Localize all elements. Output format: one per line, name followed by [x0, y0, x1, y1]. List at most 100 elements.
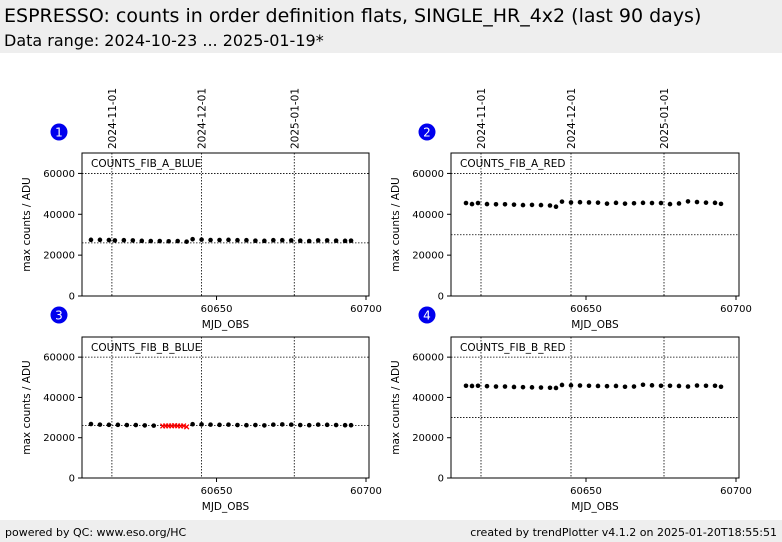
panel-3-ytick-label: 20000: [43, 433, 75, 444]
panel-4-ytick-label: 0: [438, 474, 444, 485]
panel-1-badge-circle: [50, 123, 68, 141]
panel-4-data-point: [493, 384, 499, 389]
panel-2-data-point: [469, 201, 475, 207]
panel-3-data-point: [333, 422, 339, 428]
panel-1-data-point: [333, 238, 339, 243]
panel-2-data-point: [640, 200, 646, 206]
panel-4-data-point: [658, 383, 664, 389]
panel-2-data-point: [484, 201, 490, 207]
panel-3-data-point: [253, 422, 258, 428]
panel-2-date-label-0: 2024-11-01: [476, 88, 488, 149]
panel-2-data-point: [475, 200, 481, 206]
panel-2-series-label: COUNTS_FIB_A_RED: [460, 158, 566, 170]
panel-4-data-point: [559, 382, 565, 388]
panel-3-data-point: [208, 422, 213, 427]
panel-3-data-point: [115, 422, 121, 428]
panel-2-data-point: [520, 202, 526, 208]
panel-1-date-label-1: 2024-12-01: [197, 88, 209, 149]
panel-2-data-point: [511, 202, 517, 207]
panel-3-ytick-label: 40000: [43, 393, 75, 404]
panel-2-date-label-2: 2025-01-01: [659, 88, 671, 149]
panel-1-data-point: [97, 237, 103, 243]
panel-4-xtick-label: 60650: [570, 486, 602, 497]
panel-1-data-point: [262, 238, 267, 244]
panel-1-ytick-label: 60000: [43, 169, 75, 180]
panel-1-series-label: COUNTS_FIB_A_BLUE: [91, 158, 201, 170]
panel-1-data-point: [175, 238, 180, 244]
panel-3-data-point: [217, 422, 222, 428]
page-title: ESPRESSO: counts in order definition fla…: [4, 5, 702, 27]
panel-1-date-label-0: 2024-11-01: [107, 88, 119, 149]
panel-3-data-point: [271, 422, 276, 427]
panel-2-data-point: [685, 199, 691, 204]
panel-3-data-point: [315, 422, 321, 427]
panel-2-data-point: [631, 200, 637, 206]
panel-4-data-point: [667, 383, 673, 389]
panel-2-data-point: [586, 200, 592, 205]
footer-bar: powered by QC: www.eso.org/HC created by…: [0, 520, 782, 542]
panel-2-data-point: [712, 200, 718, 206]
panel-4-data-point: [586, 383, 592, 389]
panel-3-data-point: [124, 422, 130, 428]
header-bar: ESPRESSO: counts in order definition fla…: [0, 0, 782, 53]
panel-1-data-point: [244, 237, 249, 243]
panel-1-data-point: [315, 238, 321, 243]
panel-4-data-point: [547, 385, 553, 391]
panel-3-series-label: COUNTS_FIB_B_BLUE: [91, 342, 201, 354]
panel-4-data-point: [529, 385, 535, 390]
panel-1-badge-number: 1: [55, 126, 63, 140]
panel-1-data-point: [253, 238, 258, 243]
panel-3-data-point: [106, 422, 112, 428]
panel-2-data-point: [559, 199, 565, 204]
panel-2-data-point: [667, 201, 673, 207]
panel-4-data-point: [622, 384, 628, 390]
panel-1-data-point: [324, 238, 330, 243]
panel-2-data-point: [718, 201, 724, 207]
footer-created-by: created by trendPlotter v4.1.2 on 2025-0…: [470, 526, 777, 539]
panel-2-data-point: [529, 202, 535, 208]
panel-1-xtick-label: 60650: [201, 304, 233, 315]
panel-4-data-point: [703, 383, 709, 389]
panel-3-data-point: [190, 421, 195, 427]
panel-4-data-point: [595, 383, 601, 389]
footer-powered-by[interactable]: powered by QC: www.eso.org/HC: [5, 526, 187, 539]
panel-3-ylabel: max counts / ADU: [21, 360, 33, 454]
panel-1-xtick-label: 60700: [350, 304, 382, 315]
panel-3-ytick-label: 60000: [43, 353, 75, 364]
panel-2-ylabel: max counts / ADU: [390, 177, 402, 271]
panel-4-ytick-label: 40000: [412, 393, 444, 404]
panel-3-data-point: [262, 423, 267, 428]
panel-2-data-point: [547, 203, 553, 208]
panel-4-data-point: [577, 383, 583, 388]
panel-4-data-point: [685, 384, 691, 389]
panel-2-data-point: [568, 200, 574, 205]
panel-2-data-point: [502, 201, 508, 207]
panel-1-data-point: [157, 238, 163, 244]
panel-4-data-point: [502, 384, 508, 389]
panel-2-data-point: [577, 199, 583, 205]
panel-4-xlabel: MJD_OBS: [571, 501, 619, 513]
panel-3-outlier-point: [180, 423, 187, 429]
panel-2-data-point: [613, 200, 619, 206]
panel-4-data-point: [604, 383, 610, 389]
panel-4-data-point: [712, 383, 718, 389]
panel-1-data-point: [106, 237, 112, 243]
panel-1-data-point: [280, 237, 285, 243]
panel-3-data-point: [235, 422, 240, 428]
panel-1-data-point: [226, 237, 231, 243]
panel-2-data-point: [703, 200, 709, 205]
panel-1-data-point: [112, 238, 118, 243]
panel-3-data-point: [244, 422, 249, 428]
panel-1-data-point: [121, 237, 127, 243]
panel-2-ytick-label: 0: [438, 292, 444, 303]
panel-3-xlabel: MJD_OBS: [202, 501, 250, 513]
panel-3-data-point: [342, 422, 348, 428]
panel-2-data-point: [493, 201, 499, 207]
panel-4-data-point: [520, 384, 526, 390]
panel-4-data-point: [475, 383, 481, 389]
panel-2-data-point: [676, 201, 682, 206]
panel-4-data-point: [694, 383, 700, 388]
panel-4-badge-number: 4: [423, 309, 431, 323]
panel-4-data-point: [484, 383, 490, 389]
